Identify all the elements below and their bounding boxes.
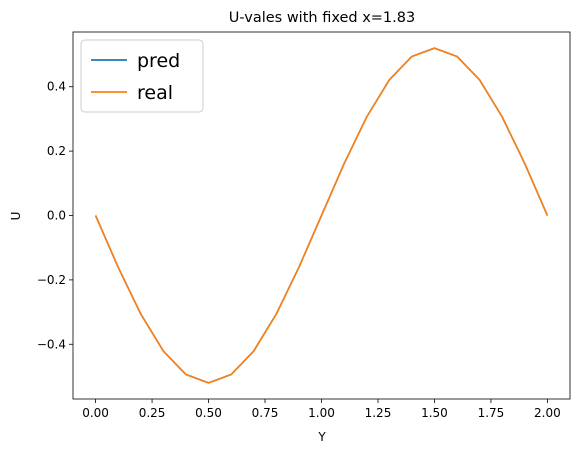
y-axis-ticks: −0.4 −0.2 0.0 0.2 0.4 <box>37 80 73 352</box>
x-tick-label: 0.75 <box>252 406 279 420</box>
x-axis-label: Y <box>317 430 326 444</box>
y-tick-label: 0.0 <box>47 209 66 223</box>
y-tick-label: −0.4 <box>37 337 66 351</box>
x-tick-label: 1.00 <box>308 406 335 420</box>
y-tick-label: 0.4 <box>47 80 66 94</box>
legend-label-pred: pred <box>137 50 180 72</box>
y-tick-label: −0.2 <box>37 273 66 287</box>
x-tick-label: 1.25 <box>365 406 392 420</box>
legend: pred real <box>81 40 203 112</box>
x-tick-label: 1.50 <box>421 406 448 420</box>
x-tick-label: 0.25 <box>139 406 166 420</box>
x-tick-label: 2.00 <box>534 406 561 420</box>
x-axis-ticks: 0.00 0.25 0.50 0.75 1.00 1.25 1.50 1.75 2.00 <box>82 399 561 420</box>
y-tick-label: 0.2 <box>47 144 66 158</box>
legend-label-real: real <box>137 82 173 104</box>
chart-title: U-vales with fixed x=1.83 <box>229 10 415 26</box>
y-axis-label: U <box>9 212 23 221</box>
x-tick-label: 0.50 <box>195 406 222 420</box>
x-tick-label: 1.75 <box>478 406 505 420</box>
x-tick-label: 0.00 <box>82 406 109 420</box>
